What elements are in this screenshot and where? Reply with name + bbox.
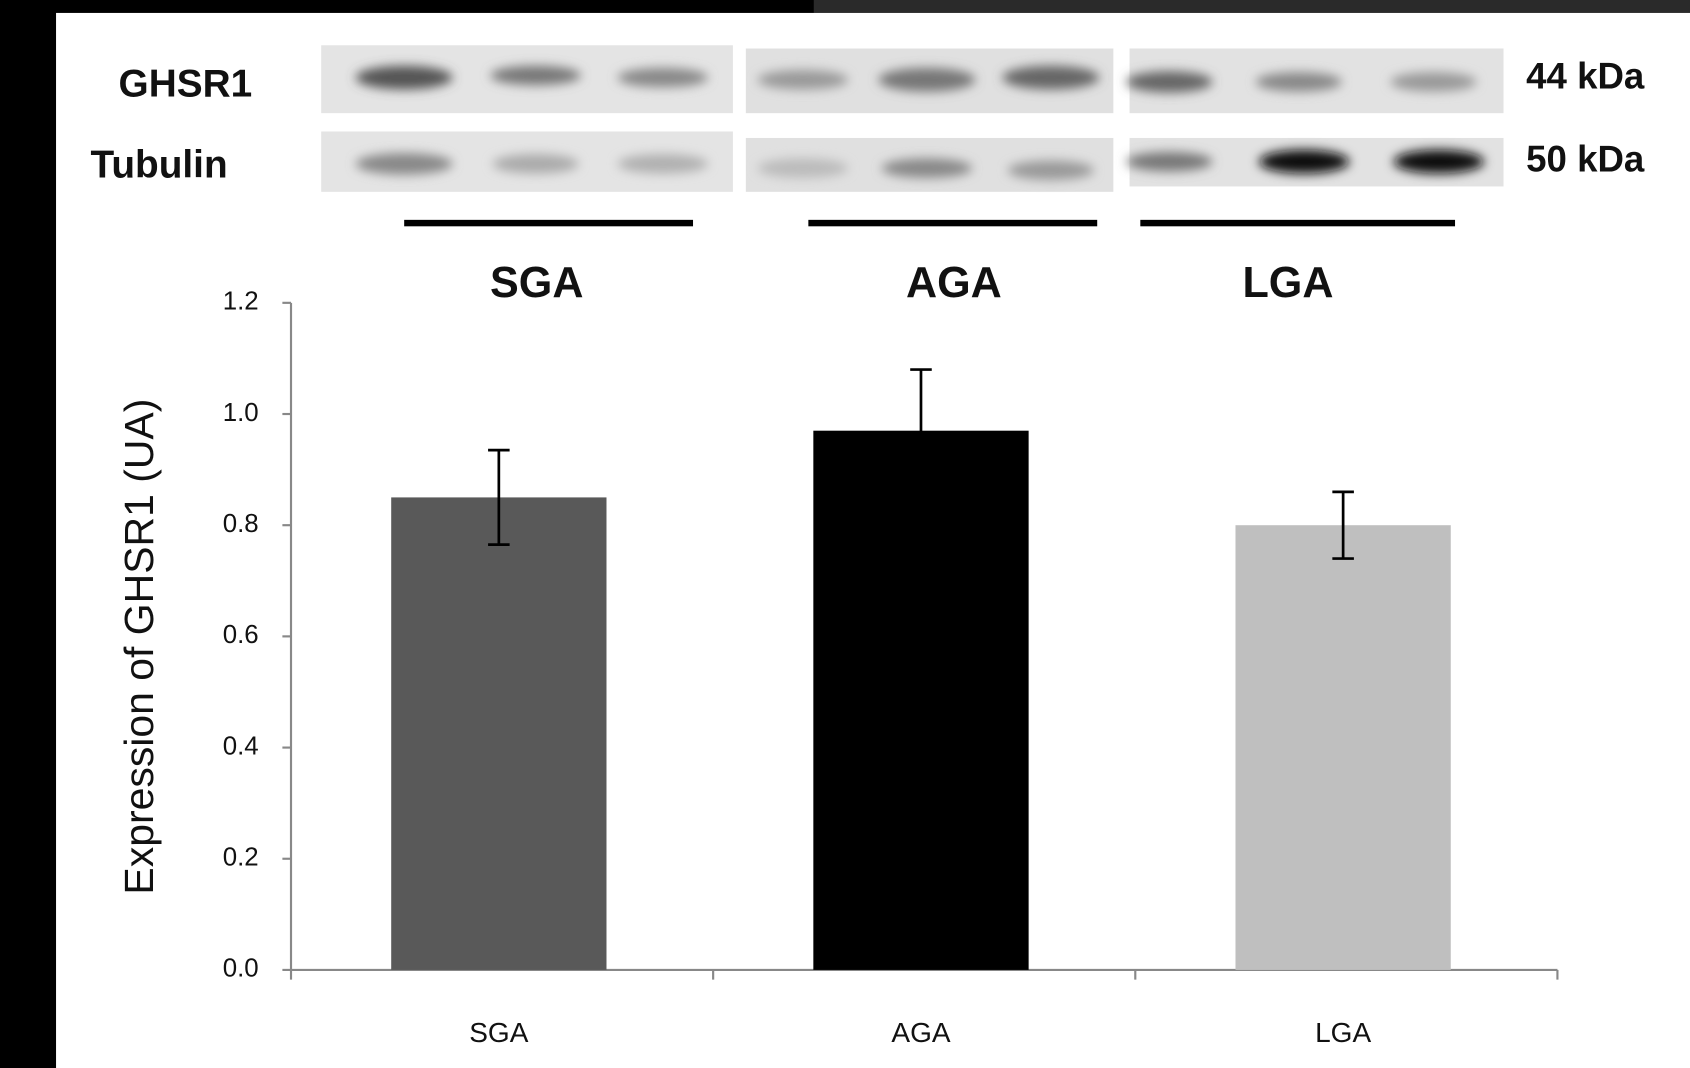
y-tick-label: 0.2: [223, 844, 259, 872]
blot-size-label: 50 kDa: [1526, 138, 1645, 179]
group-label: SGA: [490, 259, 583, 307]
group-label: LGA: [1242, 259, 1333, 307]
bar: [1235, 525, 1450, 970]
top-band: [814, 0, 1690, 13]
y-axis-label: Expression of GHSR1 (UA): [116, 399, 162, 895]
x-tick-label: LGA: [1315, 1017, 1371, 1048]
group-line: [808, 220, 1097, 226]
y-tick-label: 0.8: [223, 510, 259, 538]
group-label: AGA: [906, 259, 1002, 307]
bar: [813, 431, 1028, 970]
blot-row-label: GHSR1: [119, 62, 253, 105]
blot-size-label: 44 kDa: [1526, 55, 1645, 96]
y-tick-label: 1.0: [223, 399, 259, 427]
x-tick-label: AGA: [891, 1017, 950, 1048]
x-tick-label: SGA: [469, 1017, 528, 1048]
group-line: [1140, 220, 1455, 226]
y-tick-label: 1.2: [223, 288, 259, 316]
blot-row-label: Tubulin: [91, 143, 228, 186]
y-tick-label: 0.4: [223, 732, 259, 760]
page: {"blot": {"rows": ["GHSR1", "Tubulin"], …: [0, 0, 1690, 1068]
figure: GHSR1 Tubulin 44 kDa 50 kDa SGA AGA LGA …: [0, 0, 1690, 1068]
group-line: [404, 220, 693, 226]
y-tick-label: 0.0: [223, 955, 259, 983]
y-tick-label: 0.6: [223, 621, 259, 649]
bar: [391, 497, 606, 970]
